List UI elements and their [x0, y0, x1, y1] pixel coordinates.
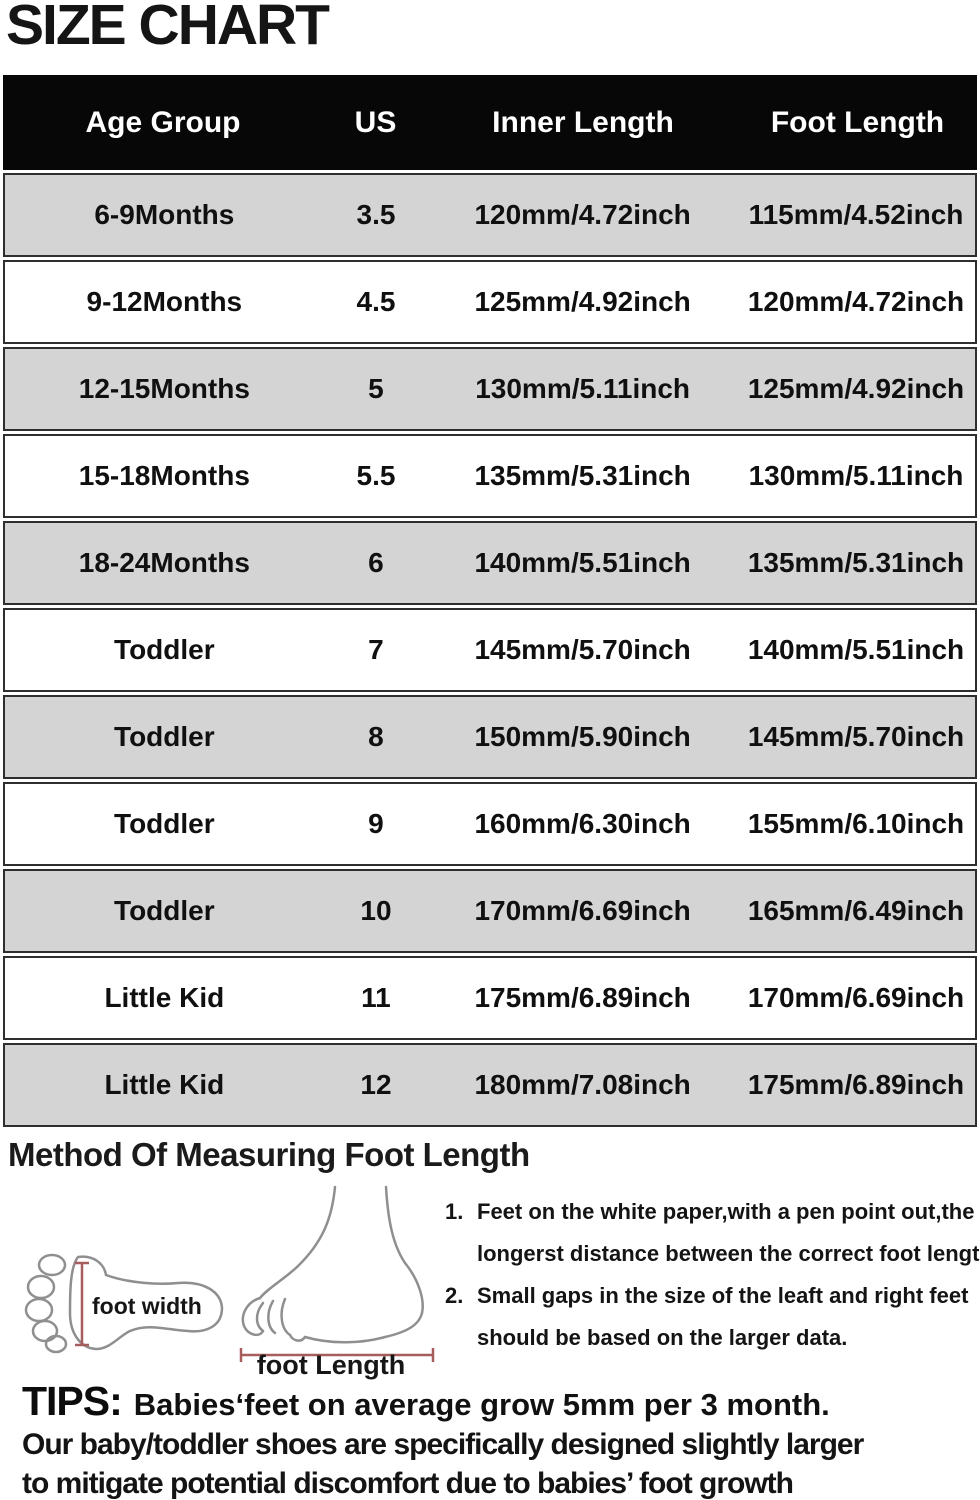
cell-us-size: 5.5: [356, 460, 396, 491]
measuring-instructions: 1. Feet on the white paper,with a pen po…: [445, 1191, 980, 1359]
cell-age-group: 15-18Months: [78, 460, 250, 491]
cell-us-size: 5: [368, 373, 384, 404]
cell-us-size: 12: [360, 1069, 392, 1100]
cell-us-size: 6: [368, 547, 384, 578]
page-title: SIZE CHART: [6, 0, 330, 57]
cell-age-group: 12-15Months: [78, 373, 250, 404]
cell-foot-length: 140mm/5.51inch: [747, 634, 965, 665]
column-header-inner-length: Inner Length: [492, 105, 674, 139]
cell-foot-length: 130mm/5.11inch: [748, 460, 964, 491]
tips-label: TIPS:: [22, 1378, 123, 1424]
cell-inner-length: 130mm/5.11inch: [475, 373, 691, 404]
cell-age-group: Toddler: [114, 721, 215, 752]
table-row: 6-9Months 3.5 120mm/4.72inch 115mm/4.52i…: [3, 173, 977, 257]
cell-age-group: Little Kid: [104, 982, 225, 1013]
cell-age-group: Toddler: [114, 895, 215, 926]
cell-inner-length: 170mm/6.69inch: [474, 895, 691, 926]
step-text-line: Feet on the white paper,with a pen point…: [477, 1199, 975, 1224]
cell-inner-length: 135mm/5.31inch: [474, 460, 691, 491]
table-row: Little Kid 12 180mm/7.08inch 175mm/6.89i…: [3, 1043, 977, 1127]
column-header-foot-length: Foot Length: [770, 105, 945, 139]
tips-text: Our baby/toddler shoes are specifically …: [22, 1428, 864, 1461]
cell-foot-length: 135mm/5.31inch: [747, 547, 965, 578]
cell-age-group: 9-12Months: [86, 286, 243, 317]
cell-us-size: 11: [361, 982, 391, 1013]
cell-foot-length: 145mm/5.70inch: [747, 721, 965, 752]
width-measure-line: [75, 1261, 89, 1347]
cell-us-size: 7: [368, 634, 384, 665]
method-section-heading: Method Of Measuring Foot Length: [8, 1136, 530, 1173]
table-row: 12-15Months 5 130mm/5.11inch 125mm/4.92i…: [3, 347, 977, 431]
cell-foot-length: 155mm/6.10inch: [747, 808, 965, 839]
cell-us-size: 4.5: [356, 286, 396, 317]
method-section: foot width foot Length 1. Feet on the wh…: [0, 1185, 980, 1381]
column-header-us-size: US: [354, 105, 397, 139]
tips-text: Babies‘feet on average grow 5mm per 3 mo…: [133, 1387, 830, 1422]
instruction-step: 2. Small gaps in the size of the leaft a…: [445, 1275, 980, 1359]
cell-foot-length: 125mm/4.92inch: [747, 373, 965, 404]
cell-inner-length: 150mm/5.90inch: [474, 721, 691, 752]
step-number: 1.: [445, 1199, 464, 1224]
step-text-line: Small gaps in the size of the leaft and …: [477, 1283, 969, 1308]
cell-us-size: 8: [368, 721, 384, 752]
cell-foot-length: 120mm/4.72inch: [747, 286, 965, 317]
cell-inner-length: 120mm/4.72inch: [474, 199, 691, 230]
cell-age-group: Toddler: [114, 808, 215, 839]
length-measure-line: [239, 1348, 435, 1362]
cell-inner-length: 145mm/5.70inch: [474, 634, 691, 665]
foot-width-label: foot width: [92, 1293, 202, 1319]
step-number: 2.: [445, 1283, 464, 1308]
cell-foot-length: 170mm/6.69inch: [747, 982, 965, 1013]
table-row: 15-18Months 5.5 135mm/5.31inch 130mm/5.1…: [3, 434, 977, 518]
foot-length-label: foot Length: [257, 1350, 405, 1380]
cell-foot-length: 165mm/6.49inch: [747, 895, 965, 926]
cell-inner-length: 160mm/6.30inch: [474, 808, 691, 839]
cell-inner-length: 175mm/6.89inch: [474, 982, 691, 1013]
size-chart-table: Age Group US Inner Length Foot Length 6-…: [3, 75, 977, 1130]
column-header-age-group: Age Group: [85, 105, 241, 139]
cell-inner-length: 180mm/7.08inch: [474, 1069, 691, 1100]
table-row: Toddler 8 150mm/5.90inch 145mm/5.70inch: [3, 695, 977, 779]
cell-inner-length: 140mm/5.51inch: [474, 547, 691, 578]
cell-foot-length: 115mm/4.52inch: [748, 199, 964, 230]
step-text-line: longerst distance between the correct fo…: [477, 1241, 980, 1266]
foot-sole-icon: foot width: [24, 1253, 224, 1354]
cell-us-size: 10: [360, 895, 392, 926]
table-row: Toddler 7 145mm/5.70inch 140mm/5.51inch: [3, 608, 977, 692]
table-row: Little Kid 11 175mm/6.89inch 170mm/6.69i…: [3, 956, 977, 1040]
tips-text: to mitigate potential discomfort due to …: [22, 1467, 794, 1500]
step-text-line: should be based on the larger data.: [477, 1325, 848, 1350]
table-row: 18-24Months 6 140mm/5.51inch 135mm/5.31i…: [3, 521, 977, 605]
table-row: 9-12Months 4.5 125mm/4.92inch 120mm/4.72…: [3, 260, 977, 344]
cell-us-size: 3.5: [356, 199, 396, 230]
tips-section: TIPS: Babies‘feet on average grow 5mm pe…: [22, 1378, 972, 1500]
table-row: Toddler 10 170mm/6.69inch 165mm/6.49inch: [3, 869, 977, 953]
cell-us-size: 9: [368, 808, 384, 839]
table-row: Toddler 9 160mm/6.30inch 155mm/6.10inch: [3, 782, 977, 866]
cell-inner-length: 125mm/4.92inch: [474, 286, 691, 317]
cell-age-group: 18-24Months: [78, 547, 250, 578]
cell-age-group: Toddler: [114, 634, 215, 665]
cell-age-group: 6-9Months: [94, 199, 235, 230]
table-body: 6-9Months 3.5 120mm/4.72inch 115mm/4.52i…: [3, 173, 977, 1127]
table-header-row: Age Group US Inner Length Foot Length: [3, 75, 977, 170]
instruction-step: 1. Feet on the white paper,with a pen po…: [445, 1191, 980, 1275]
cell-age-group: Little Kid: [104, 1069, 225, 1100]
cell-foot-length: 175mm/6.89inch: [747, 1069, 965, 1100]
foot-side-icon: foot Length: [239, 1185, 435, 1380]
